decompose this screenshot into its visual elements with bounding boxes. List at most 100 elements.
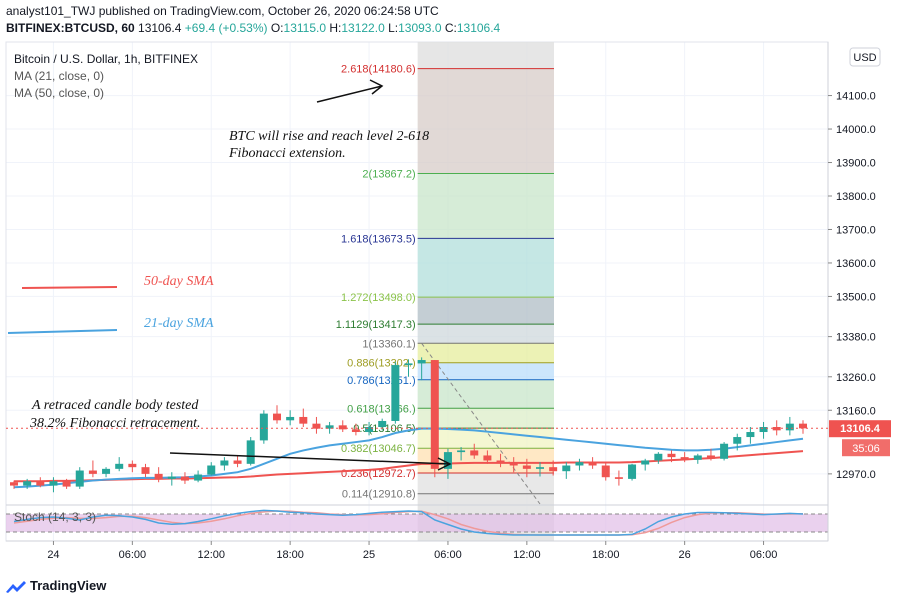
fib-zone-1 xyxy=(417,173,554,239)
candle-body-11 xyxy=(154,473,163,479)
time-tick-label-0: 24 xyxy=(47,549,59,561)
candle-body-27 xyxy=(365,427,374,433)
price-tick-label-4: 13700.0 xyxy=(836,224,876,236)
stochastic-pane: Stoch (14, 3, 3) xyxy=(6,504,828,536)
current-price-box xyxy=(829,420,891,438)
candle-body-25 xyxy=(338,425,347,430)
price-tick-label-3: 13800.0 xyxy=(836,191,876,203)
fib-trend-line xyxy=(421,343,541,505)
candle-body-9 xyxy=(128,463,137,468)
ma50-legend: MA (50, close, 0) xyxy=(14,86,105,100)
time-tick-label-4: 25 xyxy=(363,549,375,561)
price-tick-label-0: 14100.0 xyxy=(836,91,876,103)
candle-body-55 xyxy=(733,437,742,444)
fib-zone-9 xyxy=(417,428,554,449)
candle-body-20 xyxy=(273,413,281,421)
candle-body-48 xyxy=(641,460,650,465)
annotations: BTC will rise and reach level 2-618 Fibo… xyxy=(29,129,429,431)
price-tick-label-8: 13260.0 xyxy=(836,372,876,384)
time-tick-label-9: 06:00 xyxy=(750,549,778,561)
sma50-label: 50-day SMA xyxy=(144,274,214,289)
price-tick-label-1: 14000.0 xyxy=(836,124,876,136)
close-value: 13106.4 xyxy=(456,21,501,35)
fib-level-label-12: 0.114(12910.8) xyxy=(342,489,416,501)
time-axis[interactable]: 24 06:00 12:00 18:00 25 06:00 12:00 18:00 26 06:0… xyxy=(6,540,828,561)
candle-body-0 xyxy=(10,482,18,486)
price-tick-label-5: 13600.0 xyxy=(836,258,876,270)
sma50-legend-line xyxy=(21,286,118,289)
low-label: L: xyxy=(388,21,399,35)
tradingview-logo-icon xyxy=(6,580,26,593)
candle-body-5 xyxy=(75,470,84,487)
ma21-legend: MA (21, close, 0) xyxy=(14,69,105,83)
candle-body-16 xyxy=(220,460,229,466)
candle-body-60 xyxy=(799,423,807,429)
fib-zone-0 xyxy=(417,68,554,174)
stoch-label: Stoch (14, 3, 3) xyxy=(14,510,96,524)
fib-zone-7 xyxy=(417,379,554,409)
open-label: O: xyxy=(270,21,284,35)
candle-body-12 xyxy=(167,476,176,479)
candle-body-39 xyxy=(522,465,531,469)
candle-body-56 xyxy=(746,432,755,438)
current-price-label: 13106.4 xyxy=(840,423,881,435)
candle-body-40 xyxy=(536,467,544,469)
countdown-label: 35:06 xyxy=(852,443,880,455)
fib-zone-11 xyxy=(417,472,554,494)
candle-body-57 xyxy=(759,427,768,433)
fib-level-label-7: 0.786(13251.) xyxy=(347,375,416,387)
time-tick-label-5: 06:00 xyxy=(434,549,462,561)
arrow-up-right xyxy=(316,79,384,103)
fib-level-label-10: 0.382(13046.7) xyxy=(341,443,416,455)
currency-box xyxy=(849,47,881,67)
last-price: 13106.4 xyxy=(138,21,182,35)
candle-body-24 xyxy=(325,425,334,429)
candle-body-49 xyxy=(654,453,663,461)
candle-body-1 xyxy=(23,481,32,486)
countdown-box xyxy=(842,439,890,457)
candle-body-46 xyxy=(614,477,623,479)
fib-level-label-3: 1.272(13498.0) xyxy=(341,292,416,304)
candle-body-36 xyxy=(483,455,492,461)
fib-level-label-5: 1(13360.1) xyxy=(362,338,415,350)
stoch-k-line xyxy=(13,509,804,536)
publish-line: analyst101_TWJ published on TradingView.… xyxy=(6,4,439,18)
time-tick-label-3: 18:00 xyxy=(276,549,304,561)
sma21-line xyxy=(13,427,804,489)
annotation-btc-rise-2: Fibonacci extension. xyxy=(228,146,346,161)
close-label: C: xyxy=(444,21,457,35)
candle-body-23 xyxy=(312,423,321,429)
fib-level-label-8: 0.618(13166.) xyxy=(347,403,416,415)
low-value: 13093.0 xyxy=(398,21,442,35)
fib-zone-4 xyxy=(417,324,554,344)
annotation-retrace-2: 38.2% Fibonacci retracement. xyxy=(29,416,201,431)
price-tick-label-10: 12970.0 xyxy=(836,469,876,481)
fib-zone-top xyxy=(417,42,554,69)
fib-zone-3 xyxy=(417,297,554,325)
candle-body-32 xyxy=(430,360,439,469)
arrow-right xyxy=(169,452,452,471)
fib-level-label-0: 2.618(14180.6) xyxy=(341,64,416,76)
candle-body-42 xyxy=(562,465,571,472)
high-value: 13122.0 xyxy=(341,21,385,35)
candle-body-21 xyxy=(286,416,295,421)
candle-body-26 xyxy=(351,429,360,433)
fib-zone-8 xyxy=(417,408,554,429)
time-tick-label-7: 18:00 xyxy=(592,549,620,561)
candle-body-53 xyxy=(706,455,715,459)
price-tick-label-9: 13160.0 xyxy=(836,405,876,417)
candle-body-6 xyxy=(88,470,97,474)
time-tick-label-6: 12:00 xyxy=(513,549,541,561)
candle-body-52 xyxy=(693,455,702,460)
candle-body-45 xyxy=(601,465,610,478)
candle-body-29 xyxy=(391,365,400,421)
tradingview-brand[interactable]: TradingView xyxy=(6,578,106,593)
symbol: BITFINEX:BTCUSD, 60 xyxy=(6,21,135,35)
symbol-title: Bitcoin / U.S. Dollar, 1h, BITFINEX xyxy=(14,52,199,66)
candle-body-22 xyxy=(299,416,308,424)
price-axis[interactable]: 14100.0 14000.0 13900.0 13800.0 13700.0 13600… xyxy=(6,42,891,541)
candle-body-51 xyxy=(680,457,689,460)
candle-body-37 xyxy=(496,460,505,464)
candle-body-30 xyxy=(404,363,413,366)
